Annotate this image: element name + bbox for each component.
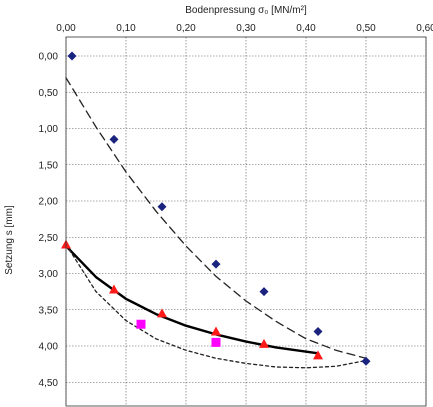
diamond-point [109,134,119,144]
trendline-dotted [65,243,367,369]
y-axis-title: Setzung s [mm] [4,205,15,275]
triangle-point [259,338,269,348]
triangle-point [157,308,167,318]
gridlines [65,37,427,406]
x-tick-label: 0,10 [116,23,136,34]
trendline-dashed [65,77,367,359]
y-tick-label: 1,50 [39,160,59,171]
tick-labels: 0,00 0,10 0,20 0,30 0,40 0,50 0,60 0,00 0,50 1,00… [39,23,433,389]
square-point [211,337,221,347]
y-tick-label: 3,00 [39,269,59,280]
x-tick-label: 0,30 [236,23,256,34]
triangle-point [109,284,119,294]
x-tick-label: 0,50 [356,23,376,34]
y-tick-label: 4,50 [39,378,59,389]
triangle-point [313,350,323,360]
x-tick-label: 0,20 [176,23,196,34]
diamond-point [361,356,371,366]
triangle-point [211,326,221,336]
y-tick-label: 0,50 [39,88,59,99]
diamond-point [67,51,77,61]
y-tick-label: 4,00 [39,342,59,353]
y-tick-label: 2,50 [39,233,59,244]
diamond-point [211,259,221,269]
x-tick-label: 0,00 [56,23,76,34]
y-tick-label: 0,00 [39,52,59,63]
square-point [136,319,146,329]
x-axis-title: Bodenpressung σ₀ [MN/m²] [185,5,307,16]
x-tick-label: 0,40 [296,23,316,34]
diamond-point [259,287,269,297]
diamond-point [313,327,323,336]
diamond-point [157,202,167,212]
y-tick-label: 2,00 [39,197,59,208]
data-markers [61,51,371,366]
y-tick-label: 1,00 [39,124,59,135]
y-tick-label: 3,50 [39,305,59,316]
x-tick-label: 0,60 [416,23,433,34]
plot-frame [65,36,427,407]
